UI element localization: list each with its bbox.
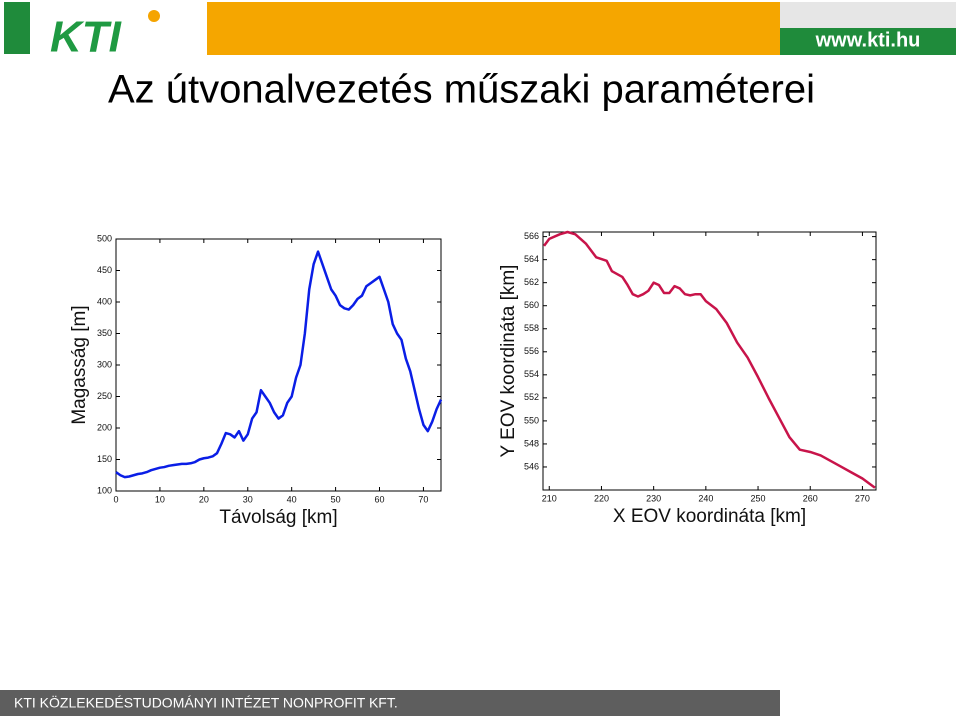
logo-block [4,2,30,54]
x-tick-label: 0 [113,494,118,504]
y-tick-label: 200 [97,422,112,432]
footer-bar [0,690,780,716]
y-tick-label: 350 [97,328,112,338]
y-tick-label: 550 [524,415,539,425]
footer-text: KTI KÖZLEKEDÉSTUDOMÁNYI INTÉZET NONPROFI… [14,694,398,711]
x-tick-label: 260 [803,493,818,503]
x-tick-label: 60 [375,494,385,504]
x-tick-label: 50 [331,494,341,504]
data-line [115,250,443,479]
x-tick-label: 220 [594,493,609,503]
x-tick-label: 210 [542,493,557,503]
plot-area [542,231,877,491]
x-tick-label: 240 [698,493,713,503]
x-tick-label: 70 [418,494,428,504]
y-tick-label: 546 [524,461,539,471]
url-top [780,2,956,28]
y-tick-label: 500 [97,233,112,243]
y-tick-label: 300 [97,359,112,369]
y-axis-label: Magasság [m] [69,305,90,424]
y-tick-label: 150 [97,454,112,464]
x-axis-label: Távolság [km] [219,507,337,528]
x-tick-label: 250 [751,493,766,503]
y-tick-label: 560 [524,300,539,310]
y-tick-label: 552 [524,392,539,402]
x-tick-label: 270 [855,493,870,503]
y-tick-label: 100 [97,485,112,495]
x-tick-label: 20 [199,494,209,504]
y-tick-label: 450 [97,265,112,275]
data-line [543,230,876,489]
y-tick-label: 558 [524,323,539,333]
header-bar [207,2,780,55]
url-box [780,28,956,55]
y-tick-label: 250 [97,391,112,401]
y-axis-label: Y EOV koordináta [km] [498,265,519,458]
x-axis-label: X EOV koordináta [km] [613,506,806,527]
logo-dot [148,10,160,22]
x-tick-label: 10 [155,494,165,504]
logo: KTI [50,13,122,62]
url: www.kti.hu [815,29,921,51]
y-tick-label: 548 [524,438,539,448]
x-tick-label: 30 [243,494,253,504]
y-tick-label: 556 [524,346,539,356]
y-tick-label: 562 [524,277,539,287]
y-tick-label: 564 [524,254,539,264]
plot-area [115,238,442,492]
x-tick-label: 230 [646,493,661,503]
y-tick-label: 400 [97,296,112,306]
y-tick-label: 566 [524,231,539,241]
x-tick-label: 40 [287,494,297,504]
y-tick-label: 554 [524,369,539,379]
slide-title: Az útvonalvezetés műszaki paraméterei [108,68,815,112]
